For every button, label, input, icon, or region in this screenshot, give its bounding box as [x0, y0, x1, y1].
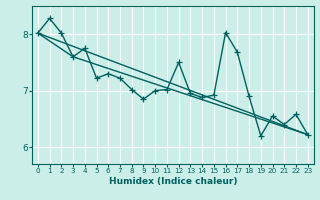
- X-axis label: Humidex (Indice chaleur): Humidex (Indice chaleur): [108, 177, 237, 186]
